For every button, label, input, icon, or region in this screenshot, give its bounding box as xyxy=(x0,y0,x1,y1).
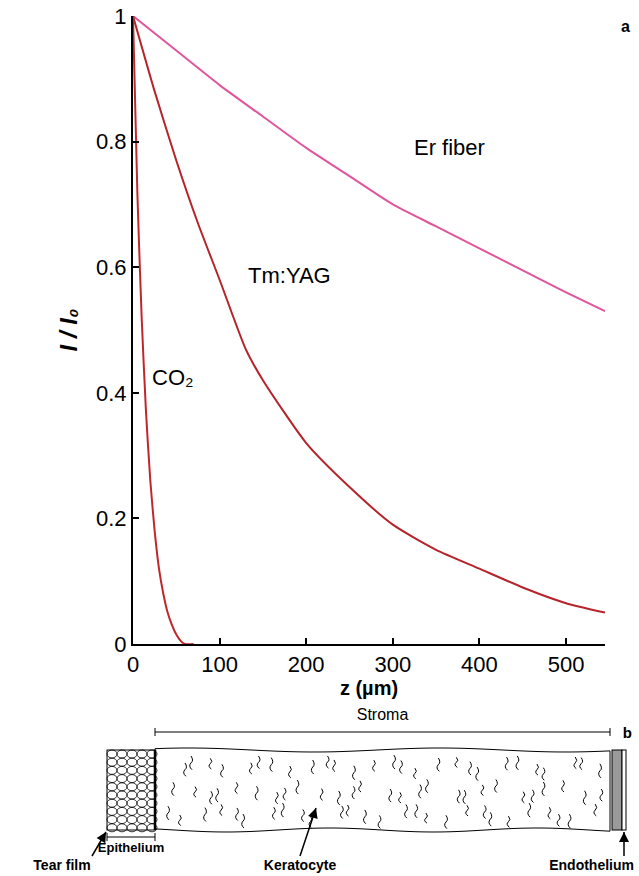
svg-text:Tm:YAG: Tm:YAG xyxy=(248,263,331,288)
svg-text:1: 1 xyxy=(114,4,126,29)
svg-text:Tear film: Tear film xyxy=(33,857,90,873)
svg-text:CO₂: CO₂ xyxy=(152,365,194,390)
svg-text:500: 500 xyxy=(548,652,585,677)
svg-text:Endothelium: Endothelium xyxy=(549,857,634,873)
svg-text:200: 200 xyxy=(288,652,325,677)
svg-text:b: b xyxy=(623,724,632,741)
svg-text:a: a xyxy=(621,18,630,35)
svg-text:0.4: 0.4 xyxy=(96,381,127,406)
svg-text:300: 300 xyxy=(374,652,411,677)
svg-text:0: 0 xyxy=(127,652,139,677)
svg-text:Keratocyte: Keratocyte xyxy=(264,857,337,873)
svg-text:Er fiber: Er fiber xyxy=(414,135,485,160)
svg-text:z (µm): z (µm) xyxy=(340,677,398,699)
svg-text:Stroma: Stroma xyxy=(357,706,409,723)
svg-text:0.6: 0.6 xyxy=(96,255,127,280)
svg-text:0: 0 xyxy=(114,632,126,657)
svg-text:0.2: 0.2 xyxy=(96,506,127,531)
svg-text:0.8: 0.8 xyxy=(96,129,127,154)
svg-text:400: 400 xyxy=(461,652,498,677)
svg-text:I / I₀: I / I₀ xyxy=(55,309,82,352)
svg-text:Epithelium: Epithelium xyxy=(98,840,164,855)
svg-text:100: 100 xyxy=(201,652,238,677)
